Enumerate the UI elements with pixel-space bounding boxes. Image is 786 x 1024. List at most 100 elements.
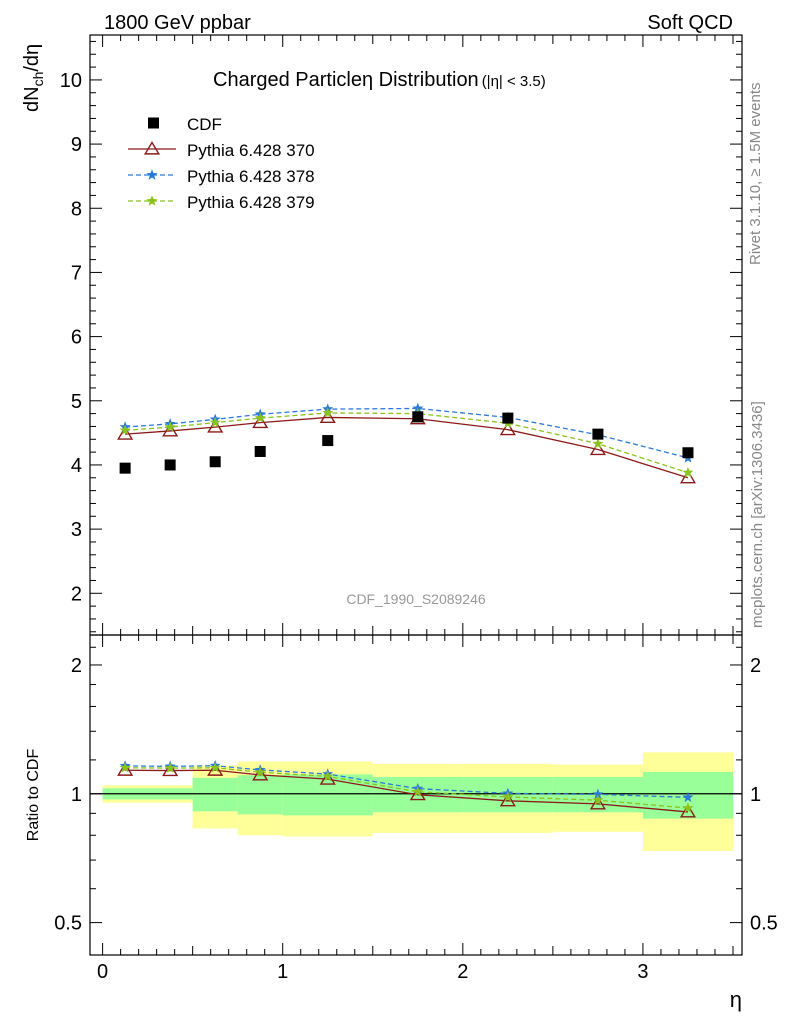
ratio-y-tick-label-right: 2 — [750, 655, 761, 677]
ratio-point-pythia-6-428-379 — [254, 766, 266, 777]
legend-label: Pythia 6.428 379 — [187, 193, 315, 212]
cdf-data-points — [119, 411, 694, 474]
ratio-point-pythia-6-428-379 — [322, 770, 334, 782]
ratio-point-pythia-6-428-370 — [207, 762, 224, 776]
cdf-data-point — [502, 412, 514, 424]
x-tick-label: 2 — [457, 961, 468, 983]
ratio-uncertainty-bands — [102, 752, 733, 852]
cdf-data-point — [682, 447, 694, 459]
main-y-axis: 2 3 4 5 6 7 8 9 10 — [60, 40, 742, 633]
ratio-point-pythia-6-428-370 — [499, 792, 516, 807]
ratio-y-tick-label-right: 1 — [750, 784, 761, 806]
cdf-data-point — [119, 462, 131, 474]
legend-marker — [143, 141, 161, 155]
main-y-tick-label: 8 — [71, 198, 82, 220]
series-point-pythia-6-428-370 — [207, 419, 224, 433]
main-y-label: dNch/dη — [21, 44, 46, 112]
ratio-y-tick-label-right: 0.5 — [750, 913, 778, 935]
series-point-pythia-6-428-370 — [252, 414, 269, 429]
main-y-tick-label: 3 — [71, 519, 82, 541]
ratio-point-pythia-6-428-379 — [682, 802, 694, 813]
cdf-data-point — [209, 456, 221, 468]
main-y-tick-label: 10 — [60, 70, 82, 92]
cdf-data-point — [592, 428, 604, 440]
ratio-point-pythia-6-428-379 — [412, 785, 424, 797]
series-point-pythia-6-428-379 — [592, 437, 604, 449]
main-panel: 2 3 4 5 6 7 8 9 10 — [60, 34, 743, 636]
ratio-panel: 0.5 0.5 1 1 2 2 0 1 2 3 — [54, 634, 778, 983]
series-point-pythia-6-428-379 — [254, 412, 266, 423]
legend-marker — [146, 195, 158, 206]
ratio-point-pythia-6-428-379 — [209, 762, 221, 773]
ratio-frame — [89, 634, 743, 956]
series-line-pythia-6-428-379 — [125, 412, 689, 474]
legend-marker-cdf — [148, 117, 159, 129]
header-left-label: 1800 GeV ppbar — [104, 12, 251, 34]
series-point-pythia-6-428-370 — [679, 469, 697, 484]
x-tick-label: 1 — [277, 961, 288, 983]
chart-title: Charged Particleη Distribution (|η| < 3.5… — [213, 69, 546, 91]
rivet-label: Rivet 3.1.10, ≥ 1.5M events — [747, 83, 764, 266]
ratio-y-tick-label: 2 — [71, 655, 82, 677]
series-point-pythia-6-428-370 — [319, 409, 336, 424]
ratio-band-green — [282, 774, 373, 816]
x-tick-label: 3 — [637, 961, 648, 983]
header-right-label: Soft QCD — [647, 12, 733, 34]
main-y-tick-label: 5 — [71, 391, 82, 413]
legend-marker — [146, 169, 158, 180]
main-series-markers — [117, 402, 697, 484]
ratio-line-pythia-6-428-370 — [125, 769, 689, 813]
ratio-point-pythia-6-428-370 — [162, 762, 179, 777]
ratio-band-green — [192, 777, 238, 812]
ratio-point-pythia-6-428-370 — [409, 786, 426, 801]
ratio-point-pythia-6-428-379 — [502, 791, 514, 802]
legend-label: Pythia 6.428 370 — [187, 141, 315, 160]
cdf-data-point — [254, 445, 266, 457]
series-point-pythia-6-428-379 — [682, 466, 694, 478]
cdf-data-point — [322, 435, 334, 447]
main-y-tick-label: 2 — [71, 583, 82, 605]
ratio-point-pythia-6-428-370 — [679, 804, 697, 818]
x-axis-label: η — [730, 987, 742, 1012]
series-point-pythia-6-428-370 — [117, 426, 134, 440]
ratio-point-pythia-6-428-370 — [252, 767, 269, 781]
chart-title-suffix: (|η| < 3.5) — [482, 73, 546, 90]
main-x-ticks — [102, 35, 734, 635]
ratio-y-label: Ratio to CDF — [25, 749, 42, 842]
cdf-data-point — [412, 411, 424, 423]
ratio-point-pythia-6-428-379 — [592, 794, 604, 805]
legend-label: Pythia 6.428 378 — [187, 167, 315, 186]
series-point-pythia-6-428-370 — [499, 421, 516, 436]
ratio-point-pythia-6-428-379 — [119, 762, 131, 773]
series-point-pythia-6-428-370 — [162, 423, 179, 437]
ratio-y-axis: 0.5 0.5 1 1 2 2 — [54, 646, 778, 935]
series-point-pythia-6-428-379 — [322, 407, 334, 418]
ratio-point-pythia-6-428-370 — [319, 771, 336, 785]
main-y-tick-label: 4 — [71, 455, 82, 477]
ratio-y-tick-label: 1 — [71, 784, 82, 806]
ratio-point-pythia-6-428-378 — [682, 791, 694, 803]
mcplots-label: mcplots.cern.ch [arXiv:1306.3436] — [749, 401, 766, 628]
series-point-pythia-6-428-379 — [119, 424, 131, 435]
series-point-pythia-6-428-379 — [164, 421, 176, 432]
ratio-y-tick-label: 0.5 — [54, 913, 82, 935]
ratio-point-pythia-6-428-378 — [592, 788, 604, 800]
series-point-pythia-6-428-370 — [589, 441, 606, 456]
x-tick-label: 0 — [97, 961, 108, 983]
series-point-pythia-6-428-379 — [209, 416, 221, 428]
main-y-tick-label: 9 — [71, 134, 82, 156]
main-y-tick-label: 6 — [71, 327, 82, 349]
series-line-pythia-6-428-370 — [125, 416, 689, 479]
chart-title-main: Charged Particleη Distribution — [213, 69, 479, 91]
ratio-x-axis: 0 1 2 3 — [97, 635, 734, 983]
analysis-watermark: CDF_1990_S2089246 — [346, 591, 486, 607]
cdf-data-point — [164, 459, 176, 471]
legend: CDF Pythia 6.428 370 Pythia 6.428 378 Pythi… — [128, 115, 315, 212]
ratio-point-pythia-6-428-379 — [164, 762, 176, 773]
series-line-pythia-6-428-378 — [125, 407, 689, 459]
legend-label-cdf: CDF — [187, 115, 222, 134]
main-y-tick-label: 7 — [71, 262, 82, 284]
ratio-series-markers — [117, 759, 697, 818]
main-series-lines — [125, 407, 689, 479]
